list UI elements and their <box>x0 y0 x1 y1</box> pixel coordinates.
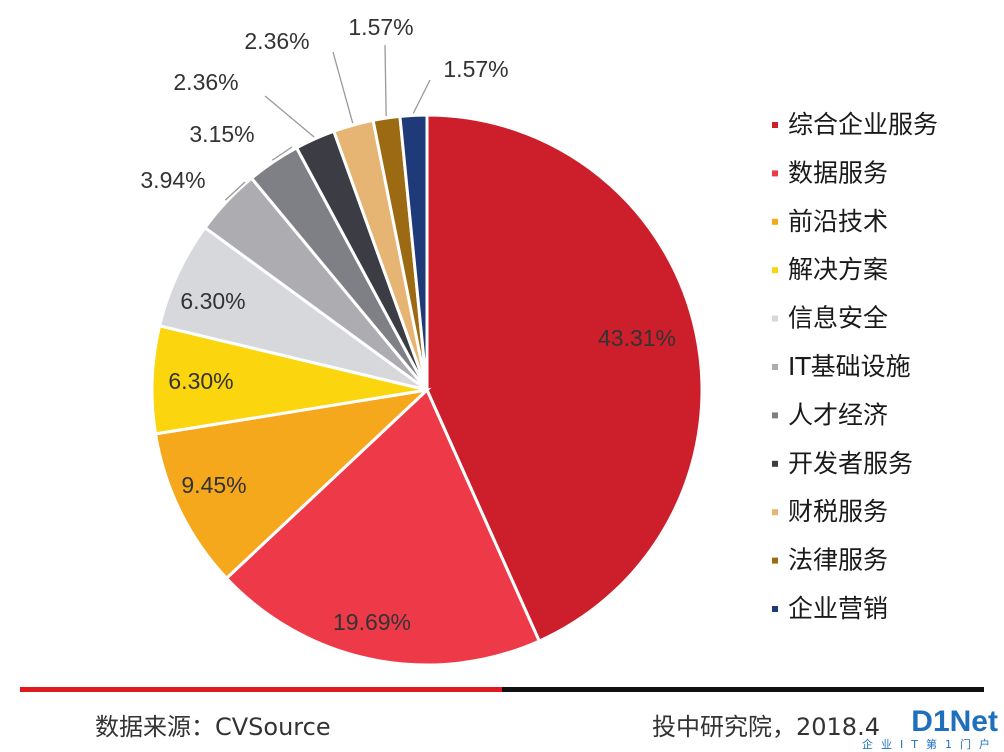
legend-label-10: 法律服务 <box>788 546 888 575</box>
data-label-8: 2.36% <box>173 69 238 95</box>
watermark-logo-text: D1Net <box>911 705 998 738</box>
leader-line-11 <box>412 79 431 114</box>
data-label-3: 9.45% <box>181 472 246 498</box>
publisher-note: 投中研究院，2018.4 <box>652 713 880 741</box>
data-label-5: 6.30% <box>180 288 245 314</box>
legend-label-8: 开发者服务 <box>788 449 913 478</box>
legend-swatch-4 <box>772 267 778 274</box>
legend-label-11: 企业营销 <box>788 594 888 623</box>
data-label-11: 1.57% <box>443 56 508 82</box>
legend-label-4: 解决方案 <box>788 255 888 284</box>
leader-lines <box>224 44 431 201</box>
pie-chart: 43.31% 19.69% 9.45% 6.30% 6.30% 3.94% 3.15% 2.3… <box>140 14 938 667</box>
data-label-1: 43.31% <box>598 325 676 351</box>
pie-slice-3 <box>153 387 432 581</box>
leader-line-6 <box>224 181 246 201</box>
legend-label-3: 前沿技术 <box>788 207 888 236</box>
legend-swatch-2 <box>772 170 778 177</box>
legend-swatch-6 <box>772 364 778 370</box>
source-note: 数据来源：CVSource <box>95 713 331 741</box>
legend-label-2: 数据服务 <box>788 158 888 187</box>
legend-label-5: 信息安全 <box>788 304 888 333</box>
pie-slice-1 <box>425 113 704 644</box>
legend-swatch-11 <box>772 606 778 612</box>
data-label-9: 2.36% <box>244 28 309 54</box>
leader-line-10 <box>384 44 387 117</box>
footer-divider-red <box>20 687 502 692</box>
legend-swatch-8 <box>772 460 778 467</box>
pie-slices <box>150 113 704 667</box>
data-labels: 43.31% 19.69% 9.45% 6.30% 6.30% 3.94% 3.15% 2.3… <box>140 14 676 635</box>
pie-slice-11 <box>398 113 429 391</box>
legend-swatch-1 <box>772 122 778 128</box>
data-label-6: 3.94% <box>140 167 205 193</box>
leader-line-9 <box>332 51 354 124</box>
watermark-tagline: 企业IT第1门户 <box>862 738 998 751</box>
footer-divider-black <box>502 687 984 692</box>
legend-label-7: 人才经济 <box>788 400 888 429</box>
legend-label-9: 财税服务 <box>788 497 888 526</box>
pie-slice-2 <box>224 387 542 667</box>
legend-label-6: IT基础设施 <box>788 352 911 381</box>
legend-label-1: 综合企业服务 <box>788 110 938 139</box>
legend-swatch-10 <box>772 557 778 564</box>
data-label-7: 3.15% <box>189 121 254 147</box>
leader-line-7 <box>271 146 293 161</box>
legend-swatch-3 <box>772 218 778 225</box>
data-label-10: 1.57% <box>348 14 413 40</box>
legend-swatch-5 <box>772 315 778 322</box>
leader-line-8 <box>264 95 315 138</box>
data-label-2: 19.69% <box>333 609 411 635</box>
watermark-logo: D1Net 企业IT第1门户 <box>862 705 998 752</box>
data-label-4: 6.30% <box>168 368 233 394</box>
legend-swatch-9 <box>772 509 778 516</box>
legend-swatch-7 <box>772 412 778 419</box>
